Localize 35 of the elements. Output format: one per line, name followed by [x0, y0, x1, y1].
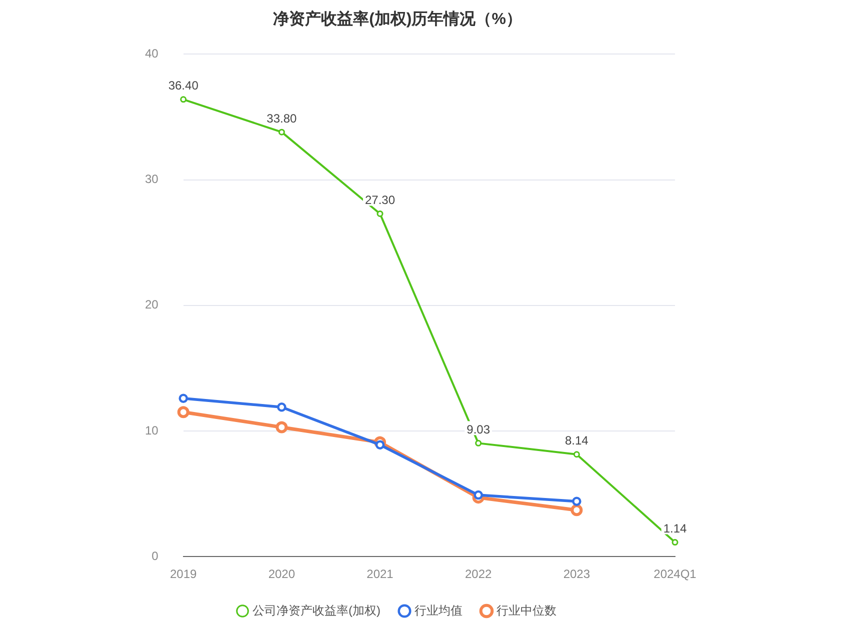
point — [570, 504, 583, 516]
data-label: 9.03 — [466, 422, 490, 436]
x-tick-label: 2019 — [170, 567, 198, 582]
data-label: 33.80 — [266, 111, 298, 126]
legend-label: 行业中位数 — [496, 603, 556, 618]
point — [572, 496, 582, 506]
point — [672, 539, 678, 546]
y-tick-label: 20 — [144, 298, 159, 312]
x-tick-label: 2023 — [563, 567, 590, 582]
chart-title: 净资产收益率(加权)历年情况（%） — [273, 9, 522, 28]
point — [180, 96, 187, 103]
x-tick-label: 2020 — [268, 567, 296, 582]
x-tick-label: 2022 — [464, 567, 492, 582]
x-tick-label: 2021 — [366, 567, 394, 582]
data-label: 8.14 — [564, 434, 589, 448]
point — [278, 128, 285, 136]
point — [375, 440, 385, 450]
y-tick-label: 10 — [144, 423, 159, 438]
point — [474, 490, 483, 500]
y-tick-label: 0 — [152, 548, 159, 563]
point — [276, 421, 288, 434]
data-label: 27.30 — [364, 193, 396, 208]
point — [573, 451, 580, 458]
point — [475, 440, 482, 446]
data-label: 36.40 — [168, 78, 199, 93]
legend-label: 行业均值 — [414, 603, 462, 618]
legend-label: 公司净资产收益率(加权) — [252, 603, 381, 618]
data-label: 1.14 — [663, 522, 687, 536]
y-tick-label: 30 — [144, 172, 159, 186]
point — [376, 210, 384, 217]
point — [178, 394, 188, 403]
y-tick-label: 40 — [144, 46, 159, 61]
point — [177, 406, 190, 418]
point — [277, 402, 286, 412]
x-tick-label: 2024Q1 — [654, 567, 697, 582]
